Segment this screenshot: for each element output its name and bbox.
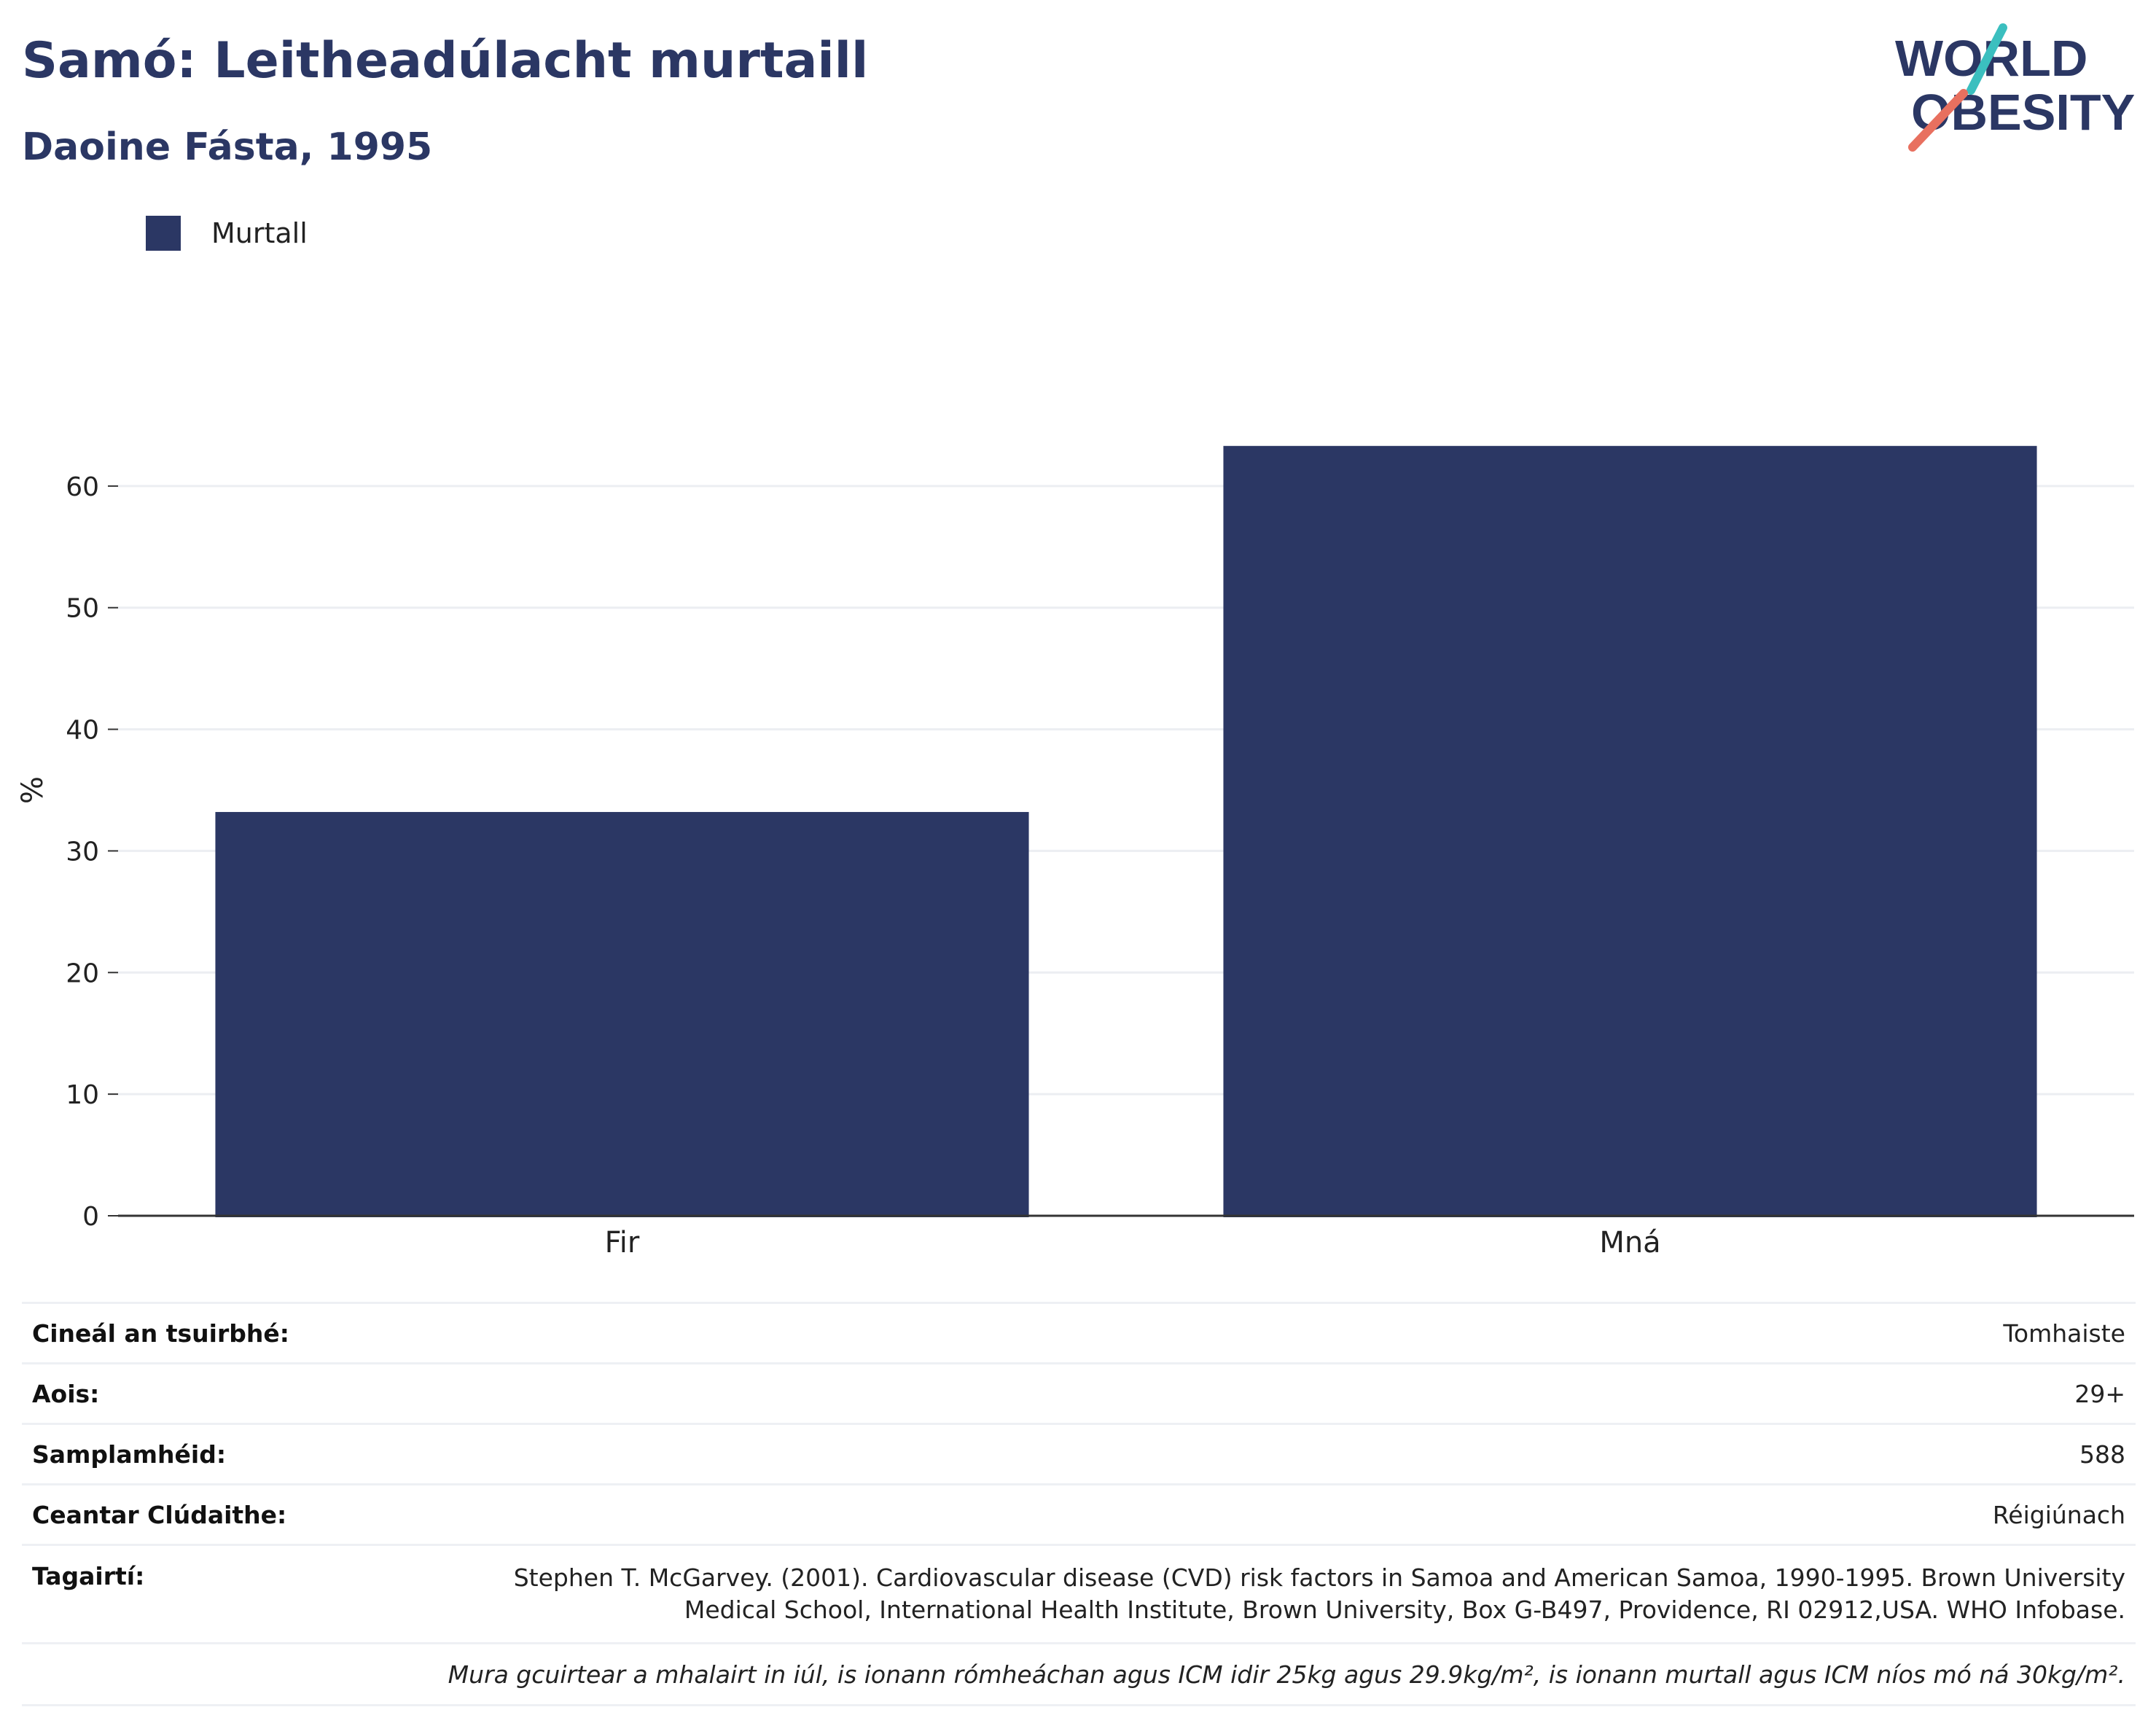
info-key: Cineál an tsuirbhé: bbox=[32, 1319, 289, 1348]
info-table: Cineál an tsuirbhé: Tomhaiste Aois: 29+ … bbox=[22, 1302, 2136, 1706]
info-value: Tomhaiste bbox=[2003, 1319, 2125, 1348]
chart-title: Samó: Leitheadúlacht murtaill bbox=[22, 32, 869, 90]
info-key: Samplamhéid: bbox=[32, 1440, 227, 1469]
info-row-sample-size: Samplamhéid: 588 bbox=[22, 1423, 2136, 1483]
y-tick-label: 30 bbox=[66, 837, 99, 867]
y-axis-label: % bbox=[16, 776, 50, 804]
bar-fir bbox=[215, 812, 1029, 1217]
info-value: 588 bbox=[2079, 1440, 2125, 1469]
y-tick-label: 60 bbox=[66, 472, 99, 502]
y-tick-label: 0 bbox=[82, 1202, 99, 1232]
logo-slash-coral bbox=[1908, 89, 1968, 152]
info-value: Réigiúnach bbox=[1992, 1500, 2125, 1529]
logo-slash-teal bbox=[1966, 23, 2007, 95]
y-tick-label: 10 bbox=[66, 1080, 99, 1110]
legend: Murtall bbox=[146, 216, 308, 251]
y-tick-label: 40 bbox=[66, 716, 99, 746]
x-tick-label: Mná bbox=[1599, 1226, 1660, 1260]
info-key: Ceantar Clúdaithe: bbox=[32, 1500, 287, 1529]
info-row-area-covered: Ceantar Clúdaithe: Réigiúnach bbox=[22, 1483, 2136, 1544]
info-key: Aois: bbox=[32, 1379, 100, 1408]
bar-chart: 0 10 20 30 40 50 60% Fir Mná bbox=[16, 445, 2134, 1260]
info-reference-text: Stephen T. McGarvey. (2001). Cardiovascu… bbox=[513, 1563, 2125, 1624]
legend-swatch-murtall bbox=[146, 216, 181, 251]
legend-label-murtall: Murtall bbox=[211, 217, 308, 249]
definition-note: Mura gcuirtear a mhalairt in iúl, is ion… bbox=[448, 1660, 2125, 1689]
world-obesity-logo: WORLD OBESITY bbox=[1895, 23, 2135, 152]
info-row-survey-type: Cineál an tsuirbhé: Tomhaiste bbox=[22, 1302, 2136, 1362]
chart-subtitle: Daoine Fásta, 1995 bbox=[22, 125, 433, 169]
x-tick-label: Fir bbox=[605, 1226, 640, 1260]
y-tick-label: 50 bbox=[66, 594, 99, 624]
info-row-references: Tagairtí: Stephen T. McGarvey. (2001). C… bbox=[22, 1544, 2136, 1642]
info-row-note: Mura gcuirtear a mhalairt in iúl, is ion… bbox=[22, 1642, 2136, 1706]
info-row-age: Aois: 29+ bbox=[22, 1362, 2136, 1423]
y-tick-label: 20 bbox=[66, 958, 99, 988]
info-value: 29+ bbox=[2074, 1379, 2125, 1408]
bar-mná bbox=[1223, 445, 2037, 1217]
info-key: Tagairtí: bbox=[32, 1562, 145, 1590]
